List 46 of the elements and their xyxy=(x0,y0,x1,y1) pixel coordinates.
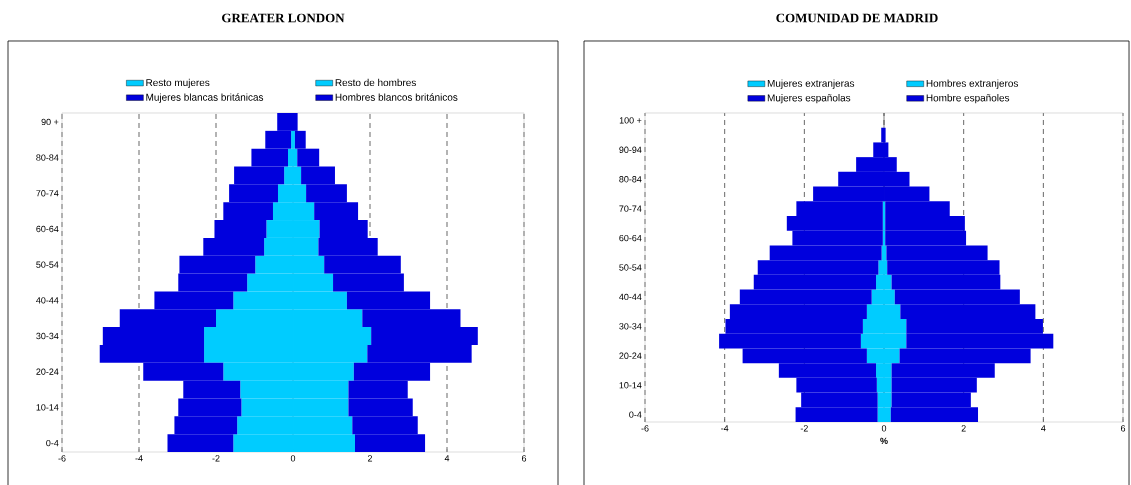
y-tick-label: 30-34 xyxy=(619,323,642,330)
x-tick-label: -6 xyxy=(58,455,66,462)
x-tick-label: 2 xyxy=(961,425,966,432)
y-tick-label: 70-74 xyxy=(36,190,59,197)
legend-label: Mujeres extranjeras xyxy=(767,79,855,89)
y-tick-label: 80-84 xyxy=(619,176,642,183)
legend-label: Hombre españoles xyxy=(926,94,1010,104)
y-tick-label: 70-74 xyxy=(619,205,642,212)
y-tick-label: 10-14 xyxy=(36,404,59,411)
y-tick-label: 60-64 xyxy=(619,234,642,242)
y-tick-label: 0-4 xyxy=(46,439,59,447)
x-tick-label: 6 xyxy=(1120,425,1126,432)
y-tick-label: 40-44 xyxy=(36,297,59,304)
x-tick-label: 2 xyxy=(367,455,373,462)
legend-label: Hombres blancos británicos xyxy=(335,93,458,101)
y-tick-label: 60-64 xyxy=(36,225,59,233)
y-tick-label: 90 + xyxy=(41,118,59,126)
legend-label: Mujeres españolas xyxy=(767,94,851,104)
x-tick-label: 0 xyxy=(881,425,887,432)
chart-title: GREATER LONDON xyxy=(222,13,345,23)
y-tick-label: 90-94 xyxy=(619,146,642,153)
x-tick-label: -2 xyxy=(800,425,808,432)
y-tick-label: 50-54 xyxy=(619,264,642,271)
legend-label: Mujeres blancas británicas xyxy=(146,93,264,103)
x-tick-label: -6 xyxy=(641,425,649,432)
y-tick-label: 20-24 xyxy=(36,368,59,375)
x-axis-title: % xyxy=(880,437,888,445)
y-tick-label: 30-34 xyxy=(36,332,59,340)
x-tick-label: 6 xyxy=(521,455,527,462)
x-tick-label: 4 xyxy=(444,455,450,462)
y-tick-label: 20-24 xyxy=(619,352,642,359)
legend-label: Hombres extranjeros xyxy=(926,79,1018,89)
x-tick-label: -2 xyxy=(212,455,220,462)
chart-title: COMUNIDAD DE MADRID xyxy=(776,13,938,23)
x-tick-label: -4 xyxy=(135,455,143,462)
x-tick-label: -4 xyxy=(721,425,729,432)
y-tick-label: 100 + xyxy=(619,117,642,124)
y-tick-label: 0-4 xyxy=(629,411,642,418)
legend-label: Resto mujeres xyxy=(146,78,210,89)
x-tick-label: 4 xyxy=(1041,425,1046,432)
y-tick-label: 80-84 xyxy=(36,154,59,161)
y-tick-label: 50-54 xyxy=(36,261,59,268)
x-tick-label: 0 xyxy=(290,455,296,462)
legend-label: Resto de hombres xyxy=(335,78,416,87)
y-tick-label: 10-14 xyxy=(619,382,642,389)
y-tick-label: 40-44 xyxy=(619,293,642,301)
